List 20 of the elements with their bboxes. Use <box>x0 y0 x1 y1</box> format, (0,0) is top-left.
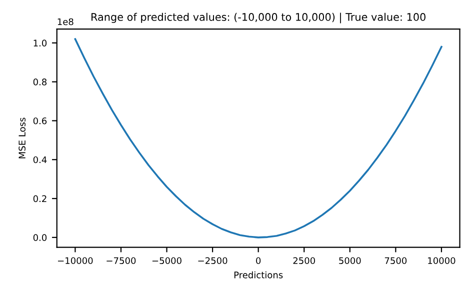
x-tick-label: 2500 <box>293 257 315 264</box>
y-tick-label: 0.6 <box>33 117 47 124</box>
y-tick-label: 0.8 <box>33 78 47 86</box>
chart-title: Range of predicted values: (-10,000 to 10,000) | True value: 100 <box>92 12 426 24</box>
x-tick-label: −10000 <box>58 257 93 264</box>
line-series <box>74 38 442 238</box>
y-axis-title: MSE Loss <box>18 118 26 158</box>
y-tick-label: 0.2 <box>33 195 46 202</box>
x-tick-label: 5000 <box>339 257 361 264</box>
x-tick-label: 7500 <box>384 257 407 264</box>
x-axis-title: Predictions <box>234 271 283 278</box>
y-tick-label: 0.0 <box>33 234 47 241</box>
x-tick-label: −2500 <box>198 257 228 264</box>
y-tick-label: 1.0 <box>34 40 47 46</box>
x-tick-label: 10000 <box>428 257 456 264</box>
x-tick-label: 0 <box>256 257 261 264</box>
x-tick-label: −5000 <box>152 257 182 264</box>
y-tick-label: 0.4 <box>33 156 47 164</box>
text: 1e8 <box>58 18 74 26</box>
x-tick-label: −7500 <box>106 257 136 264</box>
